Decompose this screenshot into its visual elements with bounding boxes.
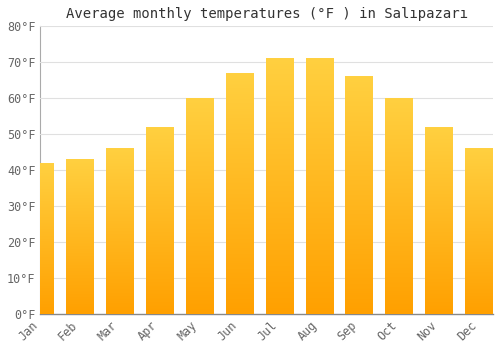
Bar bbox=[146, 127, 174, 314]
Bar bbox=[386, 98, 413, 314]
Bar bbox=[425, 127, 453, 314]
Bar bbox=[346, 77, 374, 314]
Bar bbox=[66, 159, 94, 314]
Bar bbox=[226, 73, 254, 314]
Bar bbox=[306, 59, 334, 314]
Bar bbox=[186, 98, 214, 314]
Bar bbox=[26, 163, 54, 314]
Bar bbox=[266, 59, 293, 314]
Bar bbox=[106, 148, 134, 314]
Title: Average monthly temperatures (°F ) in Salıpazarı: Average monthly temperatures (°F ) in Sa… bbox=[66, 7, 468, 21]
Bar bbox=[465, 148, 493, 314]
